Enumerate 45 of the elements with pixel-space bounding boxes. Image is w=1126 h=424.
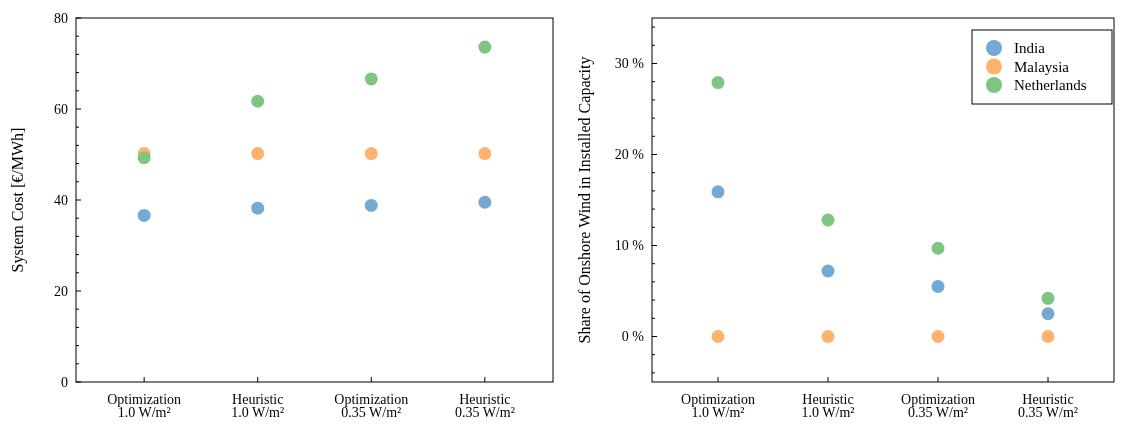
y-tick-label: 30 % bbox=[614, 56, 645, 72]
x-tick-label: Optimization 1.0 W/m² bbox=[107, 392, 182, 420]
y-tick-label: 20 % bbox=[614, 147, 645, 163]
x-tick-label: Heuristic 1.0 W/m² bbox=[231, 392, 285, 420]
point bbox=[1041, 330, 1055, 343]
y-tick-label: 80 bbox=[54, 10, 68, 26]
legend-label: Netherlands bbox=[1014, 77, 1087, 94]
point bbox=[1041, 291, 1055, 305]
legend-label: Malaysia bbox=[1014, 58, 1070, 75]
point bbox=[137, 208, 151, 222]
point bbox=[711, 76, 725, 90]
point bbox=[478, 40, 492, 54]
point bbox=[364, 72, 378, 86]
x-tick-label: Heuristic 0.35 W/m² bbox=[1018, 392, 1078, 420]
point bbox=[1041, 307, 1055, 321]
x-tick-label: Optimization 0.35 W/m² bbox=[334, 392, 409, 420]
y-tick-label: 60 bbox=[54, 101, 68, 117]
y-tick-label: 0 % bbox=[621, 329, 645, 345]
point bbox=[364, 147, 378, 161]
point bbox=[364, 198, 378, 212]
y-tick-label: 10 % bbox=[614, 238, 645, 254]
point bbox=[711, 330, 725, 343]
point bbox=[478, 195, 492, 209]
point bbox=[478, 147, 492, 161]
point bbox=[821, 213, 835, 227]
legend-label: India bbox=[1014, 40, 1046, 57]
point bbox=[821, 264, 835, 278]
point bbox=[251, 94, 265, 108]
point bbox=[711, 185, 725, 199]
y-axis-title: System Cost [€/MWh] bbox=[9, 127, 27, 273]
y-tick-label: 40 bbox=[54, 192, 68, 208]
x-tick-label: Optimization 0.35 W/m² bbox=[901, 392, 975, 420]
y-tick-label: 20 bbox=[54, 283, 68, 299]
point bbox=[931, 330, 945, 343]
y-tick-label: 0 bbox=[61, 374, 68, 390]
point bbox=[931, 241, 945, 255]
y-axis-title: Share of Onshore Wind in Installed Capacity bbox=[576, 56, 594, 344]
x-tick-label: Optimization 1.0 W/m² bbox=[681, 392, 755, 420]
point bbox=[931, 279, 945, 293]
point bbox=[251, 147, 265, 161]
point bbox=[251, 201, 265, 215]
point bbox=[137, 151, 151, 165]
point bbox=[821, 330, 835, 343]
x-tick-label: Heuristic 0.35 W/m² bbox=[454, 392, 515, 420]
x-tick-label: Heuristic 1.0 W/m² bbox=[801, 392, 855, 420]
